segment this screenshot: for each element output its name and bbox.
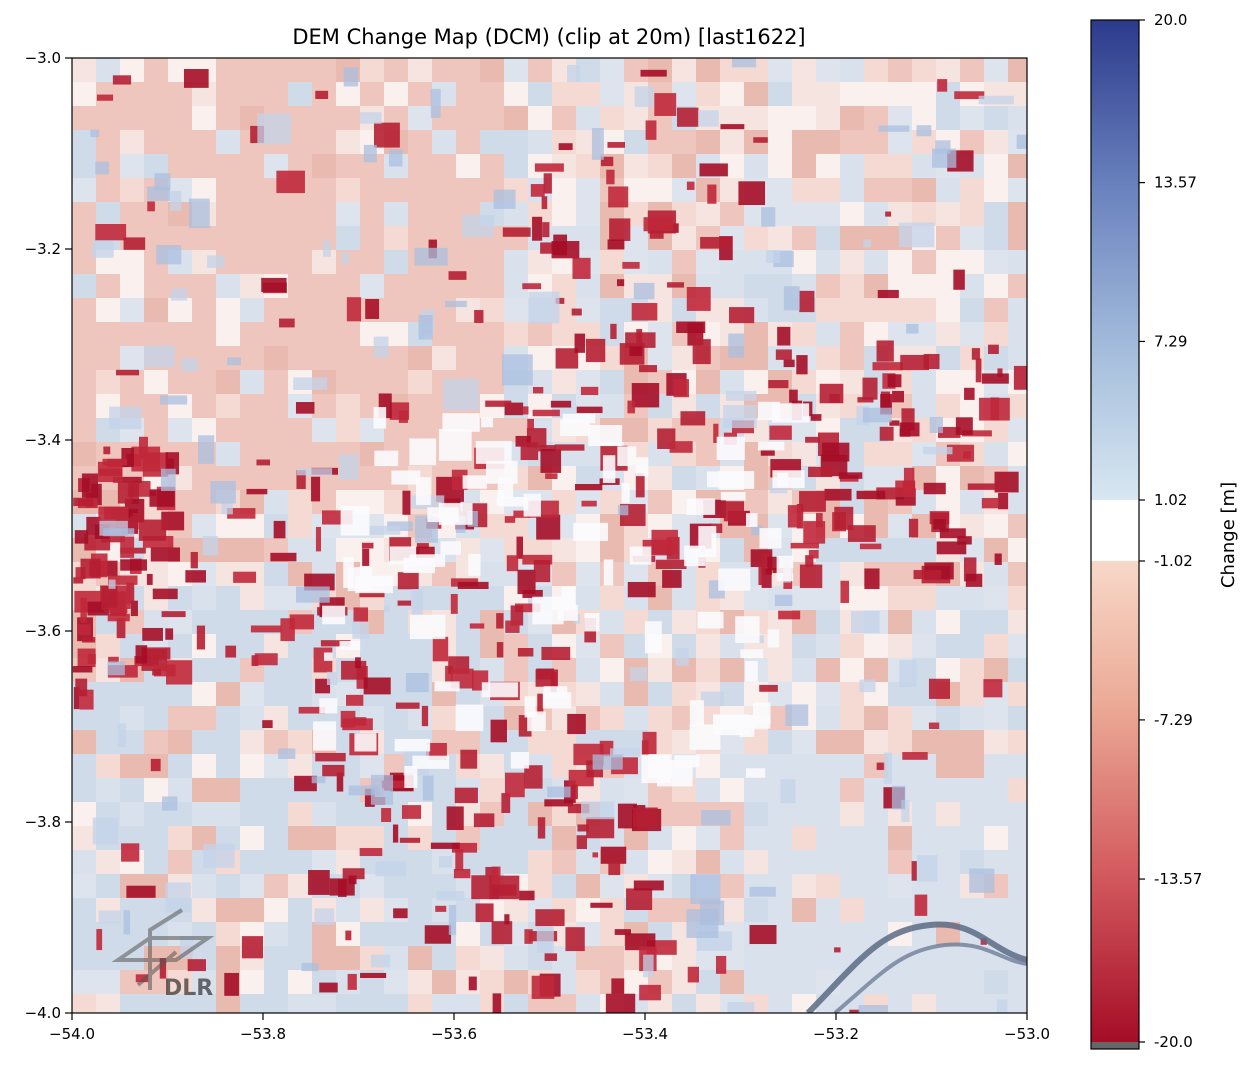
colorbar-tick-label: -1.02 [1154,552,1193,570]
colorbar-label: Change [m] [1218,482,1239,588]
colorbar-tick-label: 20.0 [1154,11,1187,29]
x-tick-label: −53.0 [1004,1025,1050,1043]
x-axis: −54.0 −53.8 −53.6 −53.4 −53.2 −53.0 [49,1013,1050,1043]
colorbar-tick-label: 7.29 [1154,332,1187,350]
colorbar-positive-band [1091,20,1139,500]
y-tick-label: −4.0 [25,1004,61,1022]
dem-change-raster [72,58,1027,1013]
chart-title: DEM Change Map (DCM) (clip at 20m) [last… [292,25,805,49]
colorbar-nodata-band [1091,1042,1139,1049]
x-tick-label: −53.2 [813,1025,859,1043]
colorbar-tick-label: -20.0 [1154,1033,1193,1051]
colorbar-tick-label: 13.57 [1154,174,1197,192]
colorbar-tick-label: -7.29 [1154,711,1193,729]
dlr-logo: DLR [111,908,215,1001]
y-tick-label: −3.0 [25,49,61,67]
plot-frame [71,57,1028,1014]
x-tick-label: −53.8 [240,1025,286,1043]
colorbar: 20.0 13.57 7.29 1.02 -1.02 -7.29 -13.57 -20.0 C… [1090,11,1239,1051]
svg-text:DLR: DLR [164,976,213,1001]
y-axis: −3.0 −3.2 −3.4 −3.6 −3.8 −4.0 [25,49,72,1022]
colorbar-negative-band [1091,561,1139,1042]
y-tick-label: −3.6 [25,622,61,640]
x-tick-label: −53.4 [622,1025,668,1043]
colorbar-frame [1090,19,1140,1050]
x-tick-label: −53.6 [431,1025,477,1043]
y-tick-label: −3.8 [25,813,61,831]
y-tick-label: −3.4 [25,431,61,449]
colorbar-neutral-band [1091,500,1139,561]
x-tick-label: −54.0 [49,1025,95,1043]
y-tick-label: −3.2 [25,240,61,258]
colorbar-ticks: 20.0 13.57 7.29 1.02 -1.02 -7.29 -13.57 -20.0 [1139,11,1202,1051]
colorbar-tick-label: -13.57 [1154,870,1202,888]
colorbar-tick-label: 1.02 [1154,491,1187,509]
